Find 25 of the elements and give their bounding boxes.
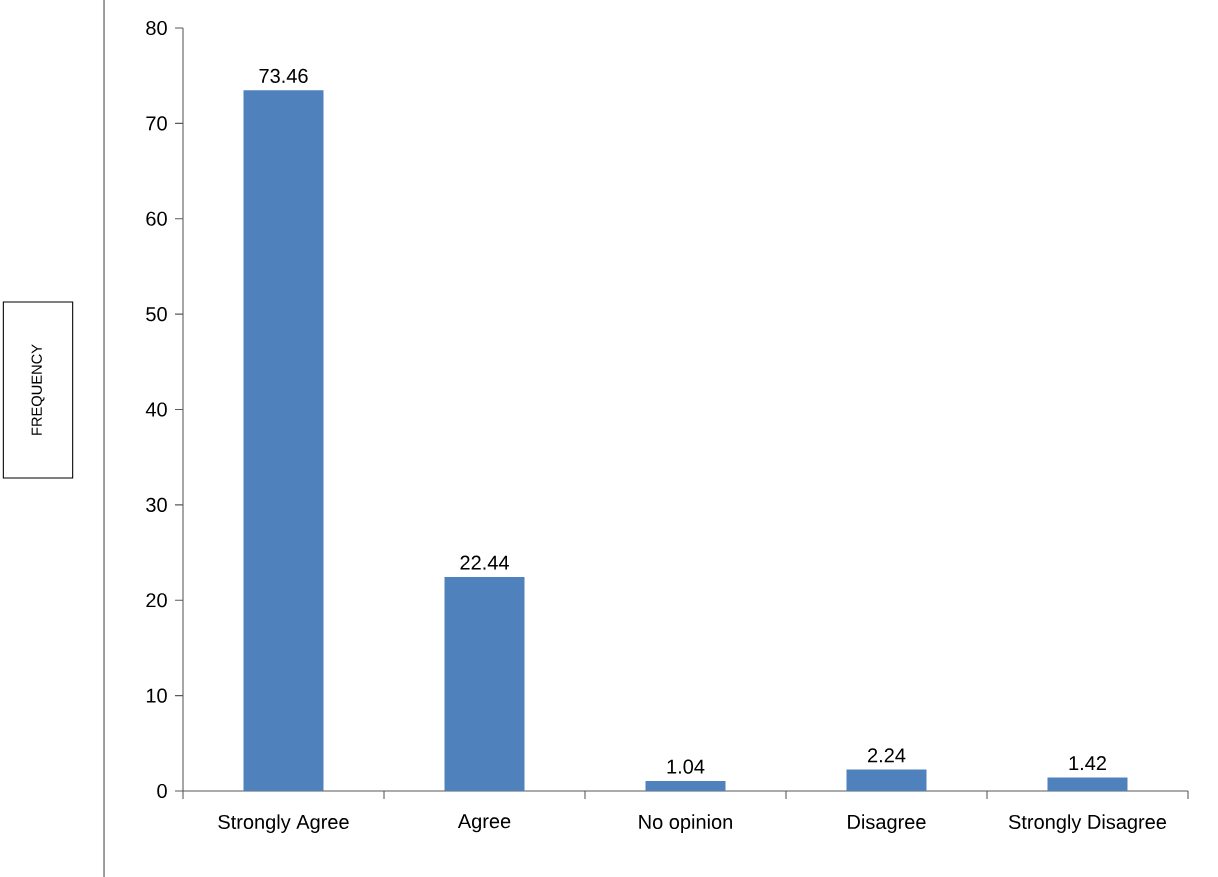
data-label: 1.04 [667,759,705,774]
bar [243,90,324,791]
data-label: 22.44 [460,555,509,570]
y-tick-label: 50 [146,307,167,322]
y-tick-label: 0 [157,783,167,799]
data-label: 2.24 [868,748,906,763]
x-tick-label: No opinion [639,814,732,833]
y-tick-label: 30 [146,497,167,512]
y-tick-label: 20 [146,593,167,608]
data-label: 1.42 [1069,756,1106,771]
x-tick-label: Strongly Agree [218,814,349,833]
text: FREQUENCY [31,344,45,435]
y-tick-label: 10 [146,688,167,703]
y-tick-label: 70 [146,116,167,131]
bar [1047,777,1128,791]
y-tick-label: 80 [146,20,167,36]
x-tick-label: Strongly Disagree [1008,814,1167,833]
x-tick-label: Disagree [848,814,926,833]
data-label: 73.46 [259,68,308,83]
y-tick-label: 40 [145,402,167,417]
x-tick-label: Agree [457,814,511,833]
y-tick-label: 60 [146,211,167,226]
bar [846,769,927,791]
bar [444,576,525,791]
bar [645,781,726,791]
